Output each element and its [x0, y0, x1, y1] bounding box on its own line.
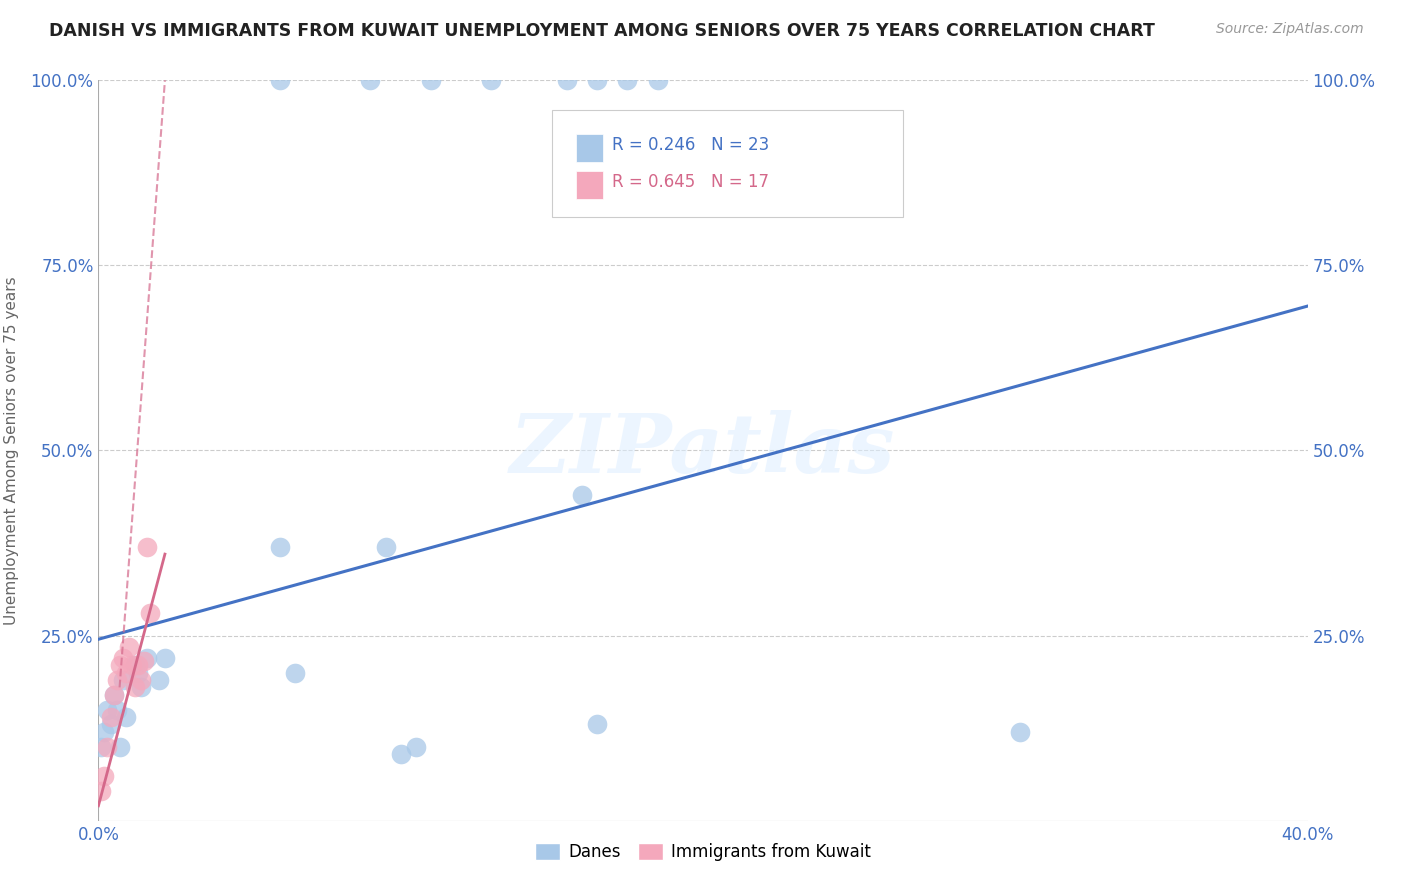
Text: ZIPatlas: ZIPatlas	[510, 410, 896, 491]
Point	[100, 717, 122, 731]
Point	[129, 681, 152, 695]
Point	[135, 650, 157, 665]
Point	[105, 673, 128, 687]
Legend: Danes, Immigrants from Kuwait: Danes, Immigrants from Kuwait	[529, 837, 877, 868]
Point	[420, 73, 443, 87]
Point	[93, 724, 115, 739]
Text: R = 0.645   N = 17: R = 0.645 N = 17	[613, 173, 769, 192]
FancyBboxPatch shape	[551, 110, 903, 218]
Point	[360, 73, 382, 87]
Point	[269, 73, 291, 87]
Point	[555, 73, 578, 87]
Point	[481, 73, 503, 87]
Point	[114, 665, 136, 680]
Point	[148, 673, 170, 687]
Bar	[576, 170, 603, 199]
Point	[121, 658, 143, 673]
Point	[153, 650, 176, 665]
Point	[111, 673, 134, 687]
Point	[90, 784, 112, 798]
Point	[96, 739, 118, 754]
Point	[1010, 724, 1032, 739]
Point	[118, 640, 141, 654]
Point	[103, 688, 125, 702]
Point	[103, 688, 125, 702]
Point	[108, 739, 131, 754]
Y-axis label: Unemployment Among Seniors over 75 years: Unemployment Among Seniors over 75 years	[4, 277, 20, 624]
Point	[132, 655, 155, 669]
Point	[90, 739, 112, 754]
Point	[269, 540, 291, 554]
Point	[105, 703, 128, 717]
Point	[284, 665, 307, 680]
Point	[616, 73, 638, 87]
Point	[586, 73, 609, 87]
Text: Source: ZipAtlas.com: Source: ZipAtlas.com	[1216, 22, 1364, 37]
Point	[108, 658, 131, 673]
Point	[114, 710, 136, 724]
Point	[124, 658, 146, 673]
Point	[93, 769, 115, 783]
Text: DANISH VS IMMIGRANTS FROM KUWAIT UNEMPLOYMENT AMONG SENIORS OVER 75 YEARS CORREL: DANISH VS IMMIGRANTS FROM KUWAIT UNEMPLO…	[49, 22, 1156, 40]
Point	[127, 665, 149, 680]
Point	[139, 607, 162, 621]
Point	[374, 540, 396, 554]
Point	[127, 658, 149, 673]
Bar	[576, 134, 603, 161]
Point	[405, 739, 427, 754]
Point	[389, 747, 412, 761]
Point	[586, 717, 609, 731]
Point	[124, 681, 146, 695]
Point	[647, 73, 669, 87]
Point	[571, 488, 593, 502]
Point	[100, 710, 122, 724]
Point	[135, 540, 157, 554]
Point	[111, 650, 134, 665]
Text: R = 0.246   N = 23: R = 0.246 N = 23	[613, 136, 769, 154]
Point	[96, 703, 118, 717]
Point	[129, 673, 152, 687]
